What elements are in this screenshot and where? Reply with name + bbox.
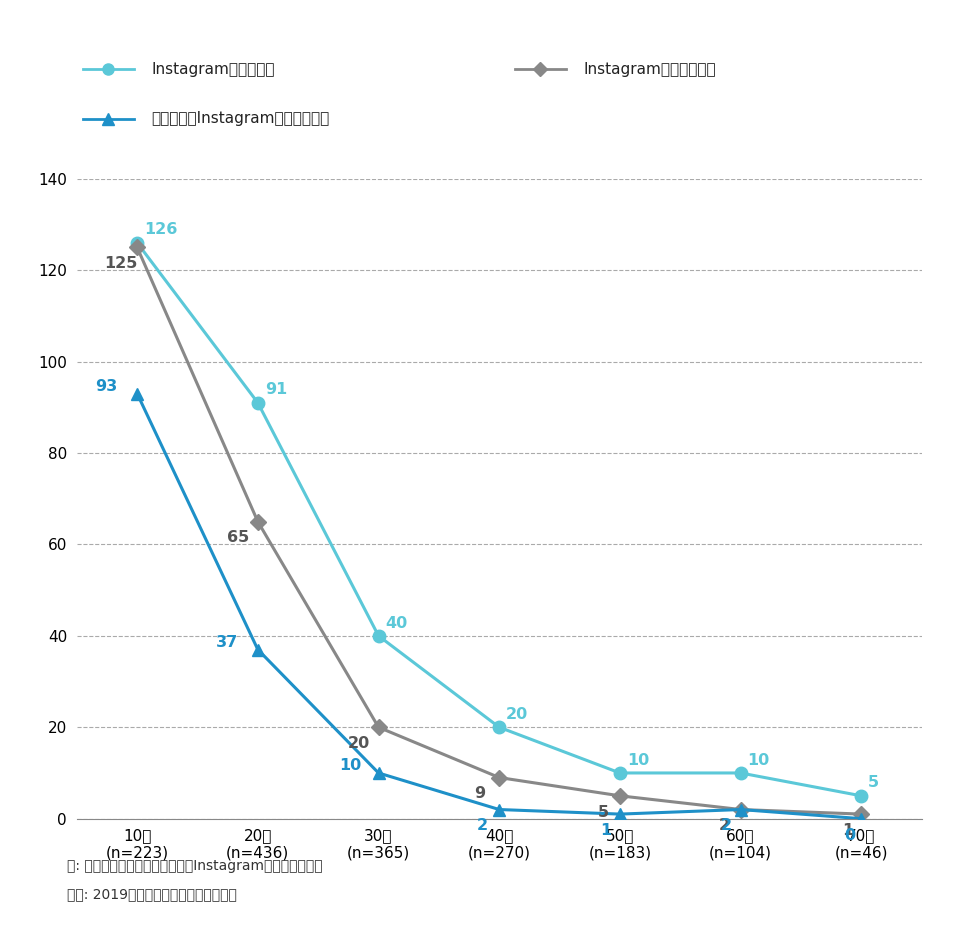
Text: 2: 2 [477,819,488,834]
Text: 40: 40 [386,615,408,630]
Text: 10: 10 [627,753,649,768]
Text: 93: 93 [95,379,118,394]
Text: 5: 5 [598,805,609,820]
Text: 2: 2 [721,819,732,834]
Text: 126: 126 [144,222,178,237]
Text: 20: 20 [348,736,371,751]
Text: 2: 2 [718,819,730,834]
Text: 10: 10 [748,753,770,768]
Text: 5: 5 [868,775,879,790]
Text: 注: スマホ・ケータイ所有者かつInstagram利用者が回答。: 注: スマホ・ケータイ所有者かつInstagram利用者が回答。 [67,859,323,873]
Text: 91: 91 [265,382,287,397]
Text: Instagramフォロワー数: Instagramフォロワー数 [584,62,716,77]
Text: 65: 65 [228,531,250,546]
Text: 20: 20 [506,707,528,722]
Text: 面識のあるInstagramフォロワー数: 面識のあるInstagramフォロワー数 [152,111,330,126]
Text: 125: 125 [104,256,137,271]
Text: 9: 9 [474,787,486,802]
Text: 1: 1 [842,823,852,837]
Text: 37: 37 [216,635,238,650]
Text: Instagramフォロー数: Instagramフォロー数 [152,62,276,77]
Text: 10: 10 [340,758,362,774]
Text: 0: 0 [845,827,855,842]
Text: 1: 1 [600,823,612,837]
Text: 出所: 2019年一般向けモバイル動向調査: 出所: 2019年一般向けモバイル動向調査 [67,887,237,901]
